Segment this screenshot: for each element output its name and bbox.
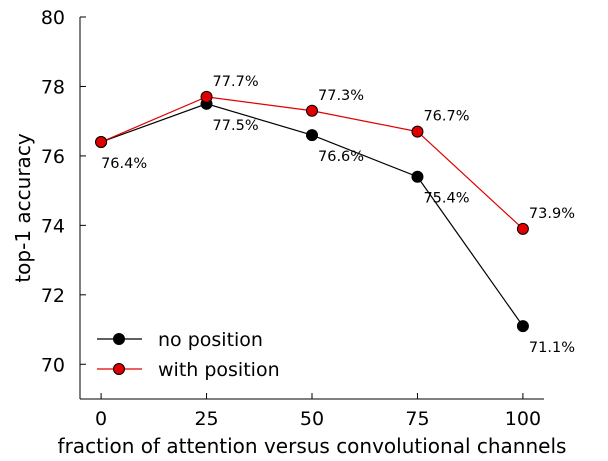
marker-with-position — [411, 125, 424, 138]
y-tick-label: 70 — [41, 354, 65, 376]
marker-with-position — [516, 222, 529, 235]
data-label: 77.3% — [318, 88, 364, 104]
y-tick-label: 76 — [41, 146, 65, 168]
tick-labels: 0 25 50 75 100 70 72 74 76 78 80 — [41, 7, 541, 430]
x-tick-label: 25 — [194, 408, 218, 430]
marker-with-position — [200, 90, 213, 103]
legend-label: with position — [158, 359, 280, 381]
x-tick-label: 100 — [505, 408, 541, 430]
y-tick-label: 74 — [41, 215, 65, 237]
legend-label: no position — [158, 329, 263, 351]
data-label: 73.9% — [529, 206, 575, 222]
x-tick-label: 50 — [300, 408, 324, 430]
marker-no-position — [411, 170, 424, 183]
y-axis-title: top-1 accuracy — [11, 133, 35, 282]
legend: no position with position — [97, 329, 280, 381]
marker-no-position — [516, 320, 529, 333]
series-markers — [95, 90, 529, 333]
axes — [79, 17, 544, 400]
y-tick-label: 80 — [41, 7, 65, 29]
marker-with-position — [306, 104, 318, 117]
legend-marker — [113, 363, 125, 375]
marker-with-position — [95, 136, 108, 149]
data-label: 76.4% — [101, 156, 147, 172]
legend-marker — [113, 333, 125, 345]
x-axis-title: fraction of attention versus convolution… — [58, 434, 567, 458]
data-label: 76.7% — [423, 109, 469, 125]
marker-no-position — [306, 129, 318, 142]
x-tick-label: 0 — [95, 408, 107, 430]
data-label: 75.4% — [423, 191, 469, 207]
data-label: 76.6% — [318, 149, 364, 165]
data-label: 77.5% — [213, 118, 259, 134]
x-tick-label: 75 — [405, 408, 429, 430]
data-label: 77.7% — [213, 74, 259, 90]
data-label: 71.1% — [529, 340, 575, 356]
y-tick-label: 72 — [41, 285, 65, 307]
y-tick-label: 78 — [41, 76, 65, 98]
data-labels: 76.4% 77.5% 76.6% 75.4% 71.1% 77.7% 77.3% 76.7%… — [101, 74, 575, 356]
